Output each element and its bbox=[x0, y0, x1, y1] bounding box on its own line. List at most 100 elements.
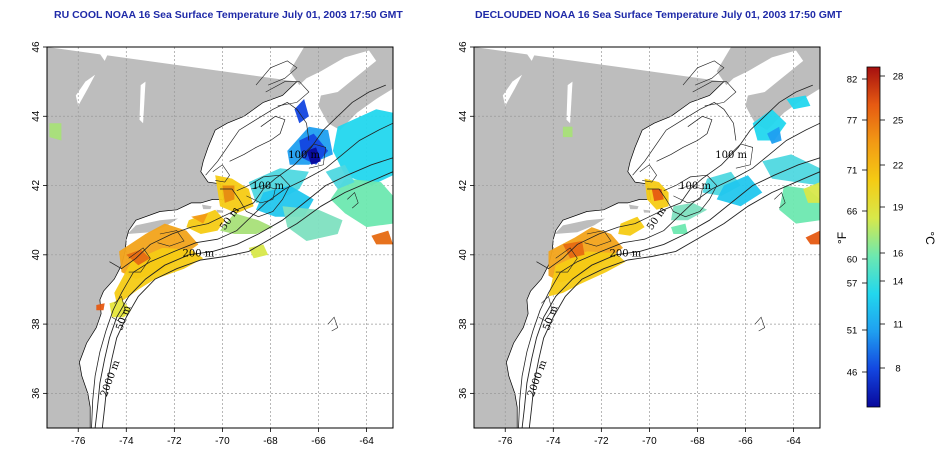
fahrenheit-tick-label: 60 bbox=[847, 255, 858, 266]
x-tick-label: -70 bbox=[642, 436, 657, 447]
sst-patch bbox=[191, 213, 208, 224]
land-polygon-island bbox=[629, 204, 639, 210]
bathymetry-contours bbox=[91, 60, 393, 428]
contour-line bbox=[632, 101, 737, 176]
sst-patch bbox=[671, 202, 708, 221]
sst-patch bbox=[325, 164, 355, 189]
sst-patch bbox=[96, 303, 105, 311]
panel-title-left: RU COOL NOAA 16 Sea Surface Temperature … bbox=[54, 9, 403, 21]
contour-line bbox=[94, 157, 393, 428]
contour-line bbox=[647, 174, 718, 218]
x-tick-label: -64 bbox=[359, 436, 374, 447]
contour-line bbox=[299, 143, 327, 169]
sst-patch bbox=[222, 185, 235, 203]
sst-patch bbox=[109, 299, 132, 318]
land-mass bbox=[47, 47, 393, 428]
contour-line bbox=[220, 174, 291, 218]
sst-patch bbox=[294, 99, 309, 124]
contour-label: 200 m bbox=[610, 249, 642, 260]
land-polygon-island bbox=[216, 209, 224, 213]
y-tick-label: 44 bbox=[31, 110, 42, 122]
celsius-tick-label: 8 bbox=[895, 364, 900, 375]
inland-water bbox=[502, 74, 523, 106]
contour-label: 100 m bbox=[288, 150, 320, 161]
x-tick-label: -72 bbox=[167, 436, 182, 447]
sst-patch bbox=[332, 109, 393, 186]
inland-water bbox=[526, 50, 537, 61]
fahrenheit-tick-label: 66 bbox=[847, 207, 858, 218]
contour-line bbox=[538, 295, 553, 321]
fahrenheit-tick-label: 71 bbox=[847, 166, 858, 177]
contour-line bbox=[347, 191, 359, 209]
contour-line bbox=[555, 247, 578, 273]
contour-line bbox=[726, 143, 754, 169]
sst-patches bbox=[548, 95, 820, 297]
x-tick-label: -68 bbox=[690, 436, 705, 447]
x-tick-label: -70 bbox=[215, 436, 230, 447]
sst-patch bbox=[248, 244, 269, 259]
contour-line bbox=[521, 157, 820, 428]
contour-line bbox=[255, 60, 298, 86]
sst-patch bbox=[562, 241, 585, 259]
contour-line bbox=[754, 316, 766, 332]
inland-water bbox=[99, 50, 110, 61]
contour-line bbox=[584, 230, 612, 247]
land-polygon-maritimes bbox=[47, 47, 393, 131]
celsius-tick-label: 16 bbox=[893, 249, 904, 260]
land-polygon-island bbox=[643, 209, 651, 213]
land-polygon-continent bbox=[474, 47, 724, 428]
y-tick-label: 46 bbox=[458, 41, 469, 53]
y-tick-label: 36 bbox=[458, 387, 469, 399]
y-tick-label: 40 bbox=[31, 249, 42, 261]
colorbar-gradient bbox=[866, 66, 881, 408]
contour-line bbox=[91, 122, 393, 428]
bathymetry-contours bbox=[518, 60, 820, 428]
sst-patch bbox=[126, 249, 151, 266]
sst-patches bbox=[49, 99, 393, 318]
contour-line bbox=[692, 81, 737, 107]
celsius-tick-label: 28 bbox=[893, 72, 904, 83]
sst-patch bbox=[220, 213, 273, 234]
contour-line bbox=[205, 101, 310, 176]
fahrenheit-tick-label: 57 bbox=[847, 279, 858, 290]
sst-patch bbox=[618, 216, 645, 236]
y-tick-label: 44 bbox=[458, 110, 469, 122]
contour-line bbox=[229, 115, 286, 162]
contour-line bbox=[128, 247, 151, 273]
fahrenheit-tick-label: 77 bbox=[847, 116, 858, 127]
sst-patch bbox=[186, 209, 225, 234]
sst-patch bbox=[306, 147, 321, 165]
sst-patch bbox=[562, 126, 573, 138]
fahrenheit-tick-label: 46 bbox=[847, 368, 858, 379]
y-tick-label: 42 bbox=[458, 180, 469, 192]
x-tick-label: -74 bbox=[546, 436, 561, 447]
axis-ticks: -76 -74 -72 -70 -68 -66 -64 46 44 42 40 38 36 bbox=[31, 41, 374, 447]
contour-line bbox=[157, 230, 185, 247]
fahrenheit-tick-label: 82 bbox=[847, 75, 858, 86]
celsius-tick-label: 25 bbox=[893, 116, 904, 127]
axis-ticks: -76 -74 -72 -70 -68 -66 -64 46 44 42 40 38 36 bbox=[458, 41, 801, 447]
y-tick-label: 46 bbox=[31, 41, 42, 53]
sst-patch bbox=[767, 126, 782, 144]
contour-line bbox=[109, 84, 386, 270]
x-tick-label: -76 bbox=[71, 436, 86, 447]
x-tick-label: -76 bbox=[498, 436, 513, 447]
y-tick-label: 40 bbox=[458, 249, 469, 261]
contour-label: 100 m bbox=[252, 181, 284, 192]
celsius-tick-label: 14 bbox=[893, 277, 904, 288]
colorbar: 82 77 71 66 60 57 51 46 28 25 22 19 16 14 11 8 °F °C bbox=[835, 66, 937, 408]
sst-patch bbox=[330, 178, 393, 228]
celsius-tick-label: 22 bbox=[893, 161, 904, 172]
panel-title-right: DECLOUDED NOAA 16 Sea Surface Temperatur… bbox=[475, 9, 843, 21]
contour-line bbox=[246, 185, 276, 204]
inland-water bbox=[566, 81, 573, 124]
inland-water bbox=[139, 81, 146, 124]
x-tick-label: -68 bbox=[263, 436, 278, 447]
contour-line bbox=[536, 84, 813, 270]
contour-line bbox=[774, 191, 786, 209]
sst-patch bbox=[803, 182, 820, 203]
contour-line bbox=[101, 171, 393, 428]
land-polygon-maritimes bbox=[474, 47, 820, 131]
